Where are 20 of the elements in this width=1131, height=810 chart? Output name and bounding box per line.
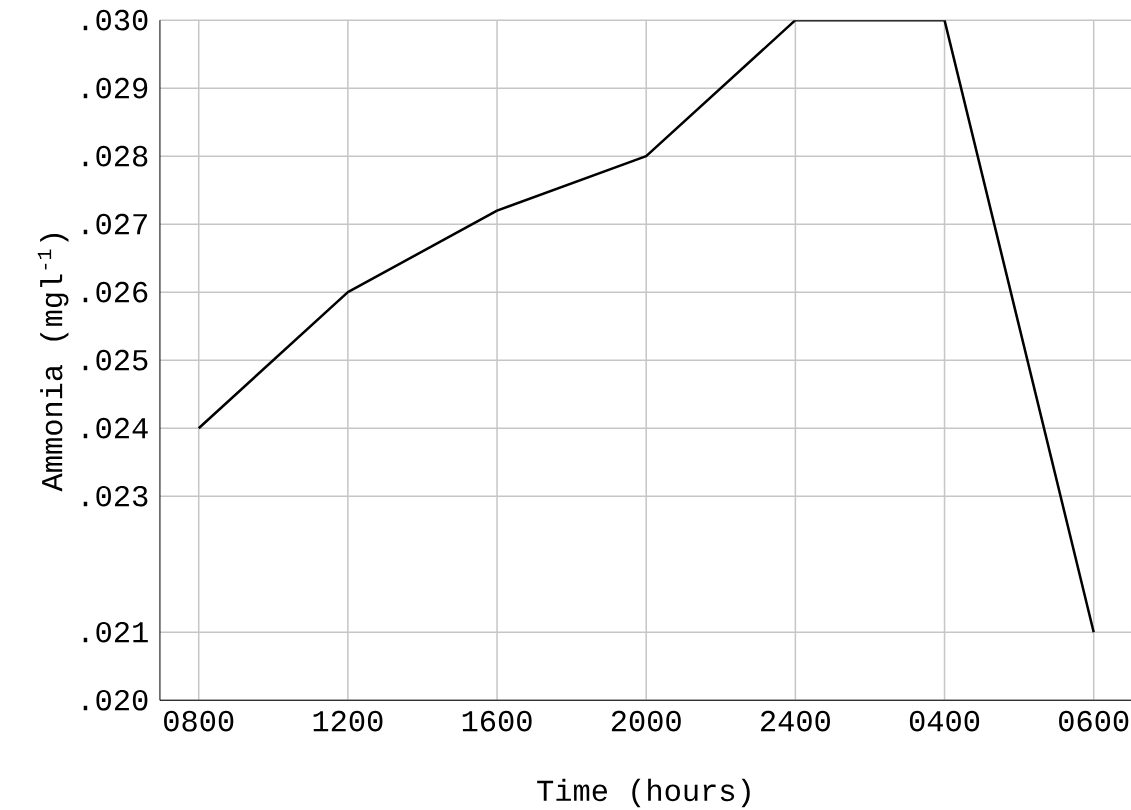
x-tick-label: 0600 xyxy=(1059,710,1129,732)
y-tick-label: .020 xyxy=(83,689,148,711)
y-tick-label: .029 xyxy=(83,77,148,99)
y-tick-label: .023 xyxy=(83,485,148,507)
y-tick-label: .024 xyxy=(83,417,148,439)
y-tick-label: .026 xyxy=(83,281,148,303)
y-axis-title: Ammonia (mgl$^{-1}$) xyxy=(37,233,69,492)
x-tick-label: 2000 xyxy=(611,710,681,732)
x-axis-title: Time (hours) xyxy=(537,778,750,807)
line-series xyxy=(197,19,1095,634)
y-tick-label: .021 xyxy=(83,621,148,643)
x-tick-label: 1200 xyxy=(313,710,383,732)
x-tick-label: 0400 xyxy=(909,710,980,732)
y-tick-label: .025 xyxy=(83,349,148,371)
x-tick-label: 2400 xyxy=(761,710,830,732)
x-tick-label: 0800 xyxy=(164,710,234,732)
x-tick-label: 1600 xyxy=(462,710,532,732)
y-tick-label: .030 xyxy=(83,9,148,31)
y-tick-label: .028 xyxy=(83,145,148,167)
y-tick-label: .027 xyxy=(83,213,147,235)
